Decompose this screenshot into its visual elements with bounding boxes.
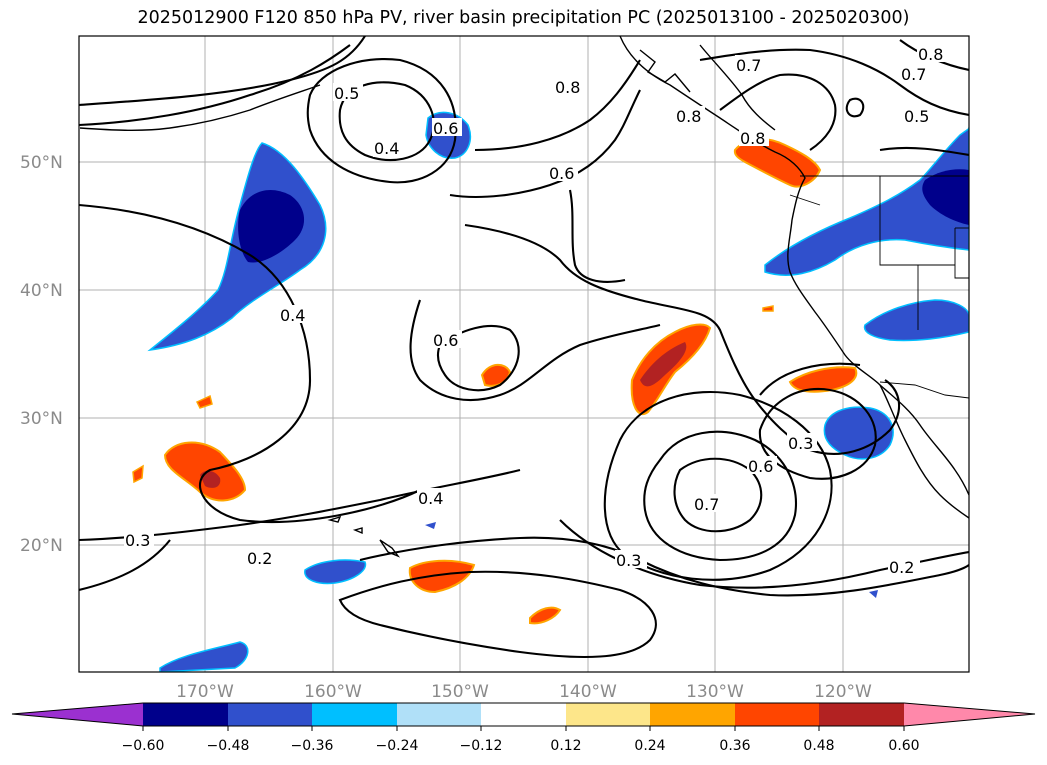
negative-area-hawaii-west <box>304 559 367 585</box>
negative-area-aleutian-core <box>238 190 305 263</box>
colorbar: −0.60 −0.48 −0.36 −0.24 −0.12 0.12 0.24 … <box>11 702 1036 754</box>
colorbar-tick-label: 0.36 <box>719 738 750 754</box>
lon-label: 170°W <box>176 682 234 702</box>
lat-label: 30°N <box>20 409 63 429</box>
colorbar-segment <box>650 703 735 726</box>
negative-area-southwest <box>863 299 969 342</box>
lat-label: 40°N <box>20 281 63 301</box>
colorbar-tick-label: −0.12 <box>460 738 503 754</box>
positive-area-hawaii-core <box>200 470 221 488</box>
colorbar-segment <box>735 703 819 726</box>
colorbar-segment <box>819 703 904 726</box>
lat-label: 50°N <box>20 153 63 173</box>
colorbar-tick-label: 0.24 <box>634 738 665 754</box>
positive-precip-areas <box>132 138 858 625</box>
contour-label: 0.6 <box>433 331 458 350</box>
contour-label: 0.3 <box>125 531 150 550</box>
colorbar-segment <box>228 703 312 726</box>
positive-area-baja-north <box>788 366 858 393</box>
lon-label: 120°W <box>814 682 872 702</box>
map-frame <box>78 35 970 673</box>
lat-label: 20°N <box>20 536 63 556</box>
contour-label: 0.3 <box>788 434 813 453</box>
positive-area-hawaii-east <box>408 559 476 594</box>
colorbar-tick-label: 0.60 <box>888 738 919 754</box>
contour-label: 0.2 <box>247 549 272 568</box>
contour-label: 0.8 <box>918 45 943 64</box>
negative-area-small-2 <box>869 590 878 598</box>
contour-label: 0.4 <box>280 306 305 325</box>
colorbar-segment <box>143 703 228 726</box>
map-panel <box>79 36 969 672</box>
lon-label: 130°W <box>686 682 744 702</box>
latitude-labels: 50°N 40°N 30°N 20°N <box>20 153 63 556</box>
negative-precip-areas <box>147 111 969 672</box>
positive-area-bc-coast <box>733 138 822 188</box>
lon-label: 140°W <box>559 682 617 702</box>
colorbar-segment <box>566 703 650 726</box>
colorbar-extend-high <box>904 703 1035 726</box>
positive-area-small-1 <box>529 606 562 625</box>
longitude-labels: 170°W 160°W 150°W 140°W 130°W 120°W <box>176 682 872 702</box>
positive-area-small-4 <box>762 305 774 312</box>
contour-label: 0.7 <box>736 56 761 75</box>
colorbar-extend-low <box>12 703 143 726</box>
contour-label: 0.8 <box>555 78 580 97</box>
colorbar-segment <box>397 703 481 726</box>
colorbar-segment <box>481 703 566 726</box>
political-borders <box>789 175 969 399</box>
negative-area-baja <box>823 406 894 460</box>
colorbar-segment <box>312 703 397 726</box>
negative-area-interior <box>922 169 969 225</box>
positive-area-central-pacific-core <box>640 342 687 387</box>
contour-label: 0.3 <box>616 551 641 570</box>
negative-area-small-1 <box>425 522 436 529</box>
colorbar-tick-label: 0.12 <box>550 738 581 754</box>
contour-label-group: 0.5 0.4 0.6 0.8 0.6 0.7 0.8 0.7 0.8 0.5 … <box>124 44 947 577</box>
pv-contours <box>79 36 969 659</box>
contour-label: 0.5 <box>334 84 359 103</box>
contour-label: 0.8 <box>676 107 701 126</box>
negative-area-pacific-nw <box>764 127 969 276</box>
contour-label: 0.6 <box>433 119 458 138</box>
colorbar-tick-label: 0.48 <box>803 738 834 754</box>
map-title: 2025012900 F120 850 hPa PV, river basin … <box>137 8 910 28</box>
lon-label: 150°W <box>431 682 489 702</box>
lon-label: 160°W <box>304 682 362 702</box>
contour-label: 0.7 <box>694 495 719 514</box>
contour-label: 0.6 <box>549 164 574 183</box>
positive-area-small-3 <box>132 464 144 484</box>
contour-label: 0.4 <box>374 139 399 158</box>
contour-label: 0.6 <box>748 457 773 476</box>
positive-area-mid <box>480 363 512 387</box>
colorbar-tick-label: −0.60 <box>122 738 165 754</box>
contour-label: 0.5 <box>904 107 929 126</box>
colorbar-tick-label: −0.24 <box>376 738 419 754</box>
contour-label: 0.4 <box>418 489 443 508</box>
colorbar-tick-label: −0.36 <box>291 738 334 754</box>
contour-label: 0.7 <box>901 65 926 84</box>
positive-area-small-2 <box>195 394 213 409</box>
contour-label: 0.2 <box>889 558 914 577</box>
negative-area-south <box>159 641 249 672</box>
contour-label: 0.8 <box>740 129 765 148</box>
colorbar-tick-label: −0.48 <box>207 738 250 754</box>
